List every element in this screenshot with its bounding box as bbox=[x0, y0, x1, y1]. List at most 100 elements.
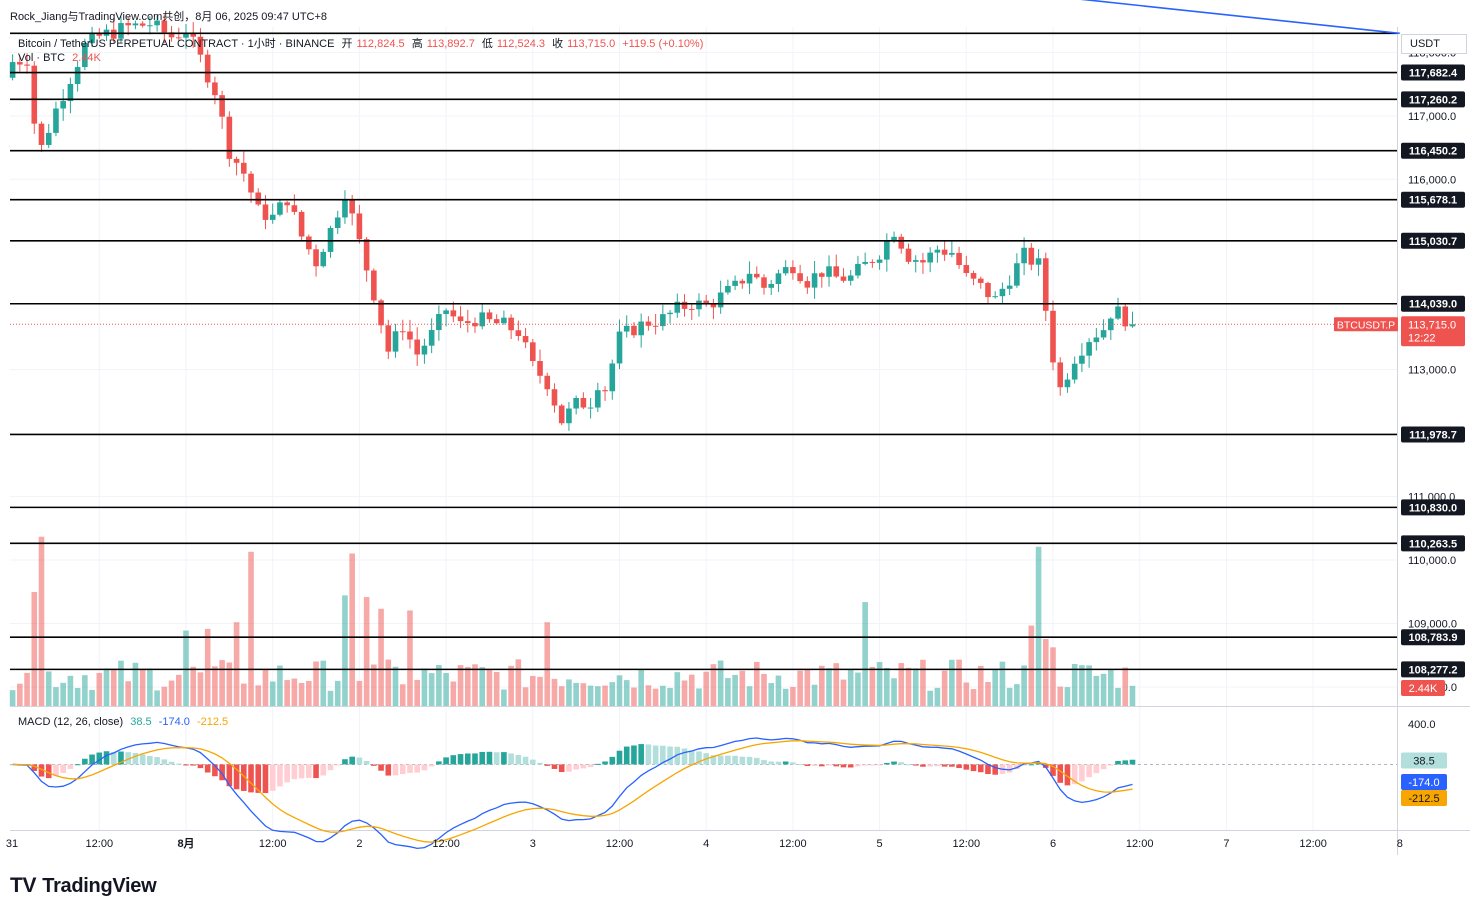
candle-body bbox=[623, 325, 630, 332]
volume-bar bbox=[840, 679, 847, 706]
candle-body bbox=[60, 101, 66, 109]
currency-unit-selector[interactable]: USDT bbox=[1401, 34, 1467, 54]
signal-line bbox=[12, 740, 1133, 843]
volume-bar bbox=[587, 685, 594, 706]
macd-histogram-bar bbox=[631, 745, 637, 765]
candle-body bbox=[667, 312, 673, 315]
macd-histogram-bar bbox=[255, 764, 262, 793]
candle-body bbox=[284, 202, 290, 206]
symbol-title[interactable]: Bitcoin / TetherUS PERPETUAL CONTRACT · … bbox=[18, 38, 335, 50]
candle-body bbox=[652, 325, 659, 327]
macd-histogram-bar bbox=[1129, 759, 1136, 765]
candle-body bbox=[602, 390, 608, 392]
attribution-text: Rock_Jiang与TradingView.com共创，8月 06, 2025… bbox=[10, 11, 328, 23]
macd-histogram-bar bbox=[884, 762, 890, 765]
volume-bar bbox=[255, 685, 262, 706]
price-tick-label: 113,000.0 bbox=[1408, 365, 1456, 377]
candle-body bbox=[1122, 306, 1129, 327]
candle-body bbox=[486, 312, 493, 320]
macd-histogram-bar bbox=[31, 764, 38, 771]
macd-histogram-bar bbox=[74, 764, 81, 766]
macd-histogram-bar bbox=[363, 760, 370, 765]
macd-histogram-bar bbox=[1035, 763, 1042, 765]
macd-histogram-tag bbox=[1401, 752, 1447, 769]
macd-histogram-bar bbox=[443, 757, 449, 765]
volume-bar bbox=[746, 686, 753, 706]
macd-histogram-bar bbox=[826, 764, 832, 766]
candle-body bbox=[739, 280, 746, 284]
macd-histogram-bar bbox=[277, 764, 283, 787]
candle-body bbox=[31, 65, 38, 124]
volume-bar bbox=[898, 663, 905, 706]
volume-bar bbox=[696, 688, 702, 706]
macd-histogram-bar bbox=[53, 764, 59, 776]
time-tick-label: 2 bbox=[356, 838, 362, 850]
macd-histogram-bar bbox=[941, 764, 948, 767]
macd-histogram-bar bbox=[869, 764, 876, 766]
macd-histogram-bar bbox=[725, 755, 731, 765]
volume-bar bbox=[479, 667, 486, 706]
volume-bar bbox=[1071, 663, 1078, 706]
candle-body bbox=[327, 228, 334, 252]
macd-histogram-bar bbox=[197, 764, 204, 769]
macd-histogram-bar bbox=[1021, 764, 1027, 766]
macd-histogram-bar bbox=[840, 764, 847, 768]
volume-bar bbox=[833, 663, 840, 706]
level-price-label: 117,682.4 bbox=[1409, 68, 1458, 80]
volume-bar bbox=[291, 678, 298, 706]
macd-histogram-value: 38.5 bbox=[130, 716, 152, 728]
macd-histogram-bar bbox=[717, 755, 724, 765]
candle-body bbox=[977, 278, 984, 283]
volume-bar bbox=[753, 661, 760, 706]
candle-body bbox=[956, 252, 962, 266]
level-price-label: 110,830.0 bbox=[1409, 502, 1457, 514]
candle-body bbox=[1042, 258, 1049, 311]
macd-histogram-bar bbox=[912, 764, 919, 766]
volume-bar bbox=[1064, 687, 1071, 706]
macd-histogram-bar bbox=[421, 764, 428, 771]
volume-bar bbox=[573, 682, 579, 706]
candle-body bbox=[595, 390, 601, 408]
candle-body bbox=[1028, 247, 1035, 265]
volume-bar bbox=[681, 680, 688, 706]
macd-histogram-bar bbox=[472, 753, 478, 765]
candle-body bbox=[24, 64, 30, 66]
volume-bar bbox=[53, 687, 59, 706]
volume-bar bbox=[82, 675, 88, 706]
candle-body bbox=[168, 32, 175, 38]
candle-body bbox=[580, 397, 587, 408]
macd-histogram-bar bbox=[746, 756, 753, 765]
candle-body bbox=[421, 345, 428, 355]
symbol-tag-label: BTCUSDT.P bbox=[1337, 319, 1395, 331]
time-tick-label: 7 bbox=[1223, 838, 1229, 850]
candle-body bbox=[96, 33, 103, 36]
candle-body bbox=[183, 33, 189, 38]
volume-bar bbox=[963, 682, 970, 706]
symbol-legend[interactable]: Bitcoin / TetherUS PERPETUAL CONTRACT · … bbox=[18, 35, 707, 51]
volume-bar bbox=[197, 672, 204, 706]
macd-histogram-bar bbox=[334, 764, 341, 766]
volume-bar bbox=[233, 622, 240, 706]
macd-histogram-bar bbox=[349, 756, 355, 765]
macd-histogram-bar bbox=[414, 764, 420, 773]
volume-bar bbox=[999, 661, 1006, 706]
macd-histogram-bar bbox=[342, 759, 348, 765]
macd-legend[interactable]: MACD (12, 26, close) 38.5 -174.0 -212.5 bbox=[18, 716, 232, 728]
volume-bar bbox=[154, 690, 160, 706]
symbol-tag bbox=[1334, 317, 1398, 332]
volume-bar bbox=[464, 667, 471, 706]
volume-bar bbox=[103, 668, 110, 706]
candle-body bbox=[9, 62, 16, 78]
volume-bar bbox=[609, 682, 616, 706]
volume-bar bbox=[992, 669, 998, 706]
volume-legend[interactable]: Vol · BTC 2.44K bbox=[18, 52, 105, 64]
candle-body bbox=[74, 67, 81, 85]
macd-histogram-bar bbox=[1108, 764, 1114, 766]
candle-body bbox=[1064, 379, 1071, 388]
macd-histogram-bar bbox=[696, 751, 702, 765]
macd-histogram-bar bbox=[306, 764, 312, 778]
candle-body bbox=[313, 249, 319, 267]
volume-bar bbox=[1057, 686, 1064, 706]
candle-body bbox=[725, 285, 731, 293]
